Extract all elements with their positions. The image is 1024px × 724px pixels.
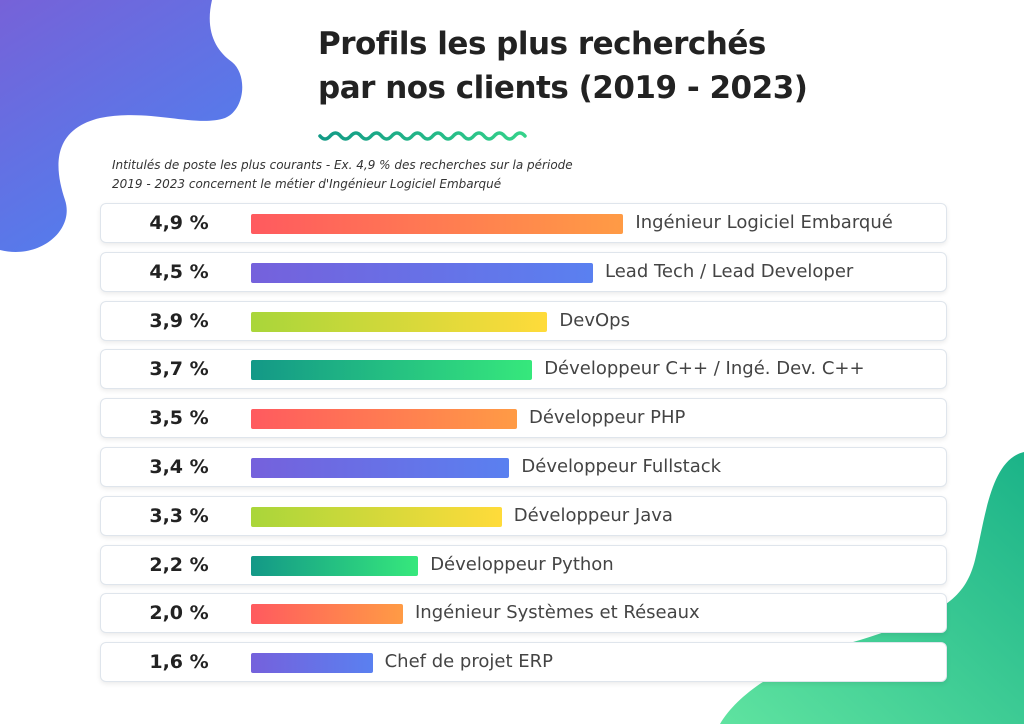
- bar-row: 3,3 % Développeur Java: [100, 495, 947, 536]
- category-label: Ingénieur Systèmes et Réseaux: [415, 602, 700, 624]
- bar-row: 1,6 % Chef de projet ERP: [100, 642, 947, 683]
- page-title: Profils les plus recherchés par nos clien…: [318, 22, 808, 110]
- bar: [251, 653, 373, 674]
- category-label: Développeur Java: [513, 504, 673, 526]
- bar: [251, 458, 510, 478]
- subtitle-line-1: Intitulés de poste les plus courants - E…: [112, 158, 573, 172]
- category-label: DevOps: [559, 309, 630, 331]
- title-line-1: Profils les plus recherchés: [318, 26, 766, 62]
- value-label: 4,5 %: [149, 260, 209, 283]
- bar: [251, 214, 624, 234]
- bar-row: 3,5 % Développeur PHP: [100, 398, 947, 439]
- bar: [251, 506, 502, 527]
- bar-row: 2,0 % Ingénieur Systèmes et Réseaux: [100, 593, 947, 634]
- value-label: 3,9 %: [149, 309, 209, 332]
- value-label: 3,3 %: [149, 504, 209, 527]
- bar-row: 2,2 % Développeur Python: [100, 544, 947, 585]
- bar: [251, 555, 419, 576]
- bar-row: 3,4 % Développeur Fullstack: [100, 447, 947, 487]
- value-label: 3,7 %: [149, 358, 209, 381]
- value-label: 1,6 %: [149, 651, 209, 674]
- bar: [251, 409, 517, 430]
- decorative-blob-bottom-right: [720, 452, 1024, 724]
- category-label: Ingénieur Logiciel Embarqué: [635, 212, 893, 233]
- subtitle-line-2: 2019 - 2023 concernent le métier d'Ingén…: [112, 177, 502, 191]
- bar: [251, 262, 593, 283]
- bar: [251, 360, 533, 381]
- bar-row: 3,7 % Développeur C++ / Ingé. Dev. C++: [100, 349, 947, 390]
- bar-row: 4,9 % Ingénieur Logiciel Embarqué: [100, 203, 947, 243]
- title-line-2: par nos clients (2019 - 2023): [318, 70, 808, 106]
- chart-subtitle: Intitulés de poste les plus courants - E…: [112, 156, 573, 194]
- bar: [251, 604, 403, 625]
- wave-divider: [318, 131, 527, 141]
- bar: [251, 311, 548, 332]
- bar-row: 4,5 % Lead Tech / Lead Developer: [100, 251, 947, 292]
- category-label: Développeur Python: [430, 553, 614, 575]
- bar-row: 3,9 % DevOps: [100, 300, 947, 341]
- value-label: 3,4 %: [149, 456, 209, 478]
- value-label: 4,9 %: [149, 212, 209, 234]
- value-label: 2,0 %: [149, 602, 209, 625]
- value-label: 2,2 %: [149, 553, 209, 576]
- category-label: Développeur PHP: [529, 407, 686, 429]
- category-label: Développeur C++ / Ingé. Dev. C++: [544, 358, 865, 380]
- category-label: Lead Tech / Lead Developer: [605, 260, 854, 282]
- category-label: Développeur Fullstack: [521, 456, 722, 477]
- value-label: 3,5 %: [149, 407, 209, 430]
- category-label: Chef de projet ERP: [384, 651, 553, 673]
